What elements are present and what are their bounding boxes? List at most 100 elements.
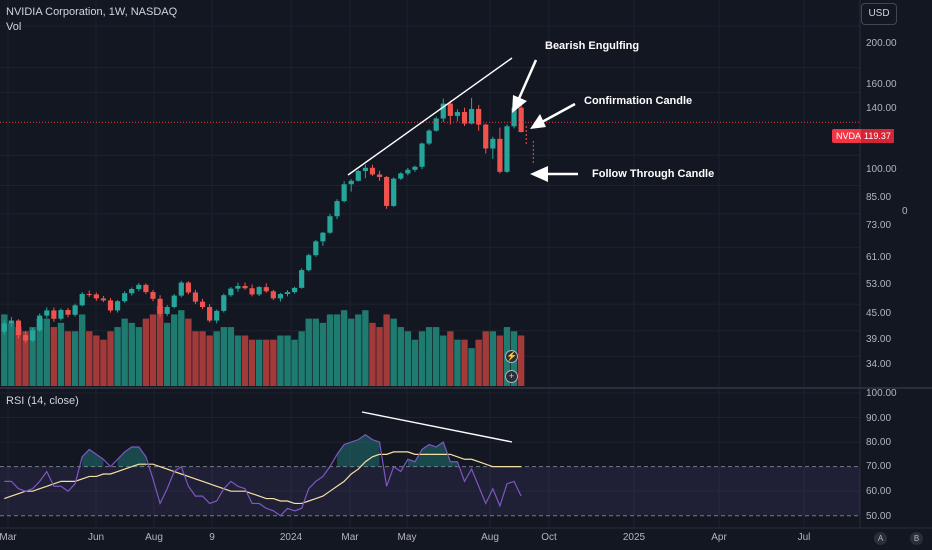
volume-bar [121,318,128,386]
time-axis-tick: 2024 [279,532,303,543]
annotation-bearish-engulfing[interactable]: Bearish Engulfing [545,40,640,52]
log-scale-button[interactable]: B [910,532,923,545]
candle-body [199,301,206,308]
volume-legend[interactable]: Vol [6,21,22,33]
volume-bar [8,322,15,386]
volume-bar [128,322,135,386]
candle [405,167,411,176]
candle [376,170,383,181]
candle [497,127,503,174]
candle-body [320,232,326,242]
candle-body [256,287,262,295]
candle-body [398,173,404,179]
candle [214,309,220,324]
candle-body [447,103,453,116]
volume-bar [284,335,291,386]
volume-bar [22,331,29,386]
rsi-legend[interactable]: RSI (14, close) [6,395,79,407]
annotation-confirmation-candle[interactable]: Confirmation Candle [584,95,693,107]
candle [44,307,50,319]
candle-body [284,292,291,295]
volume-bar [517,335,525,386]
arrow-confirmation-candle[interactable] [530,102,576,129]
currency-button[interactable]: USD [861,3,897,25]
volume-bar [135,327,143,386]
rsi-line [4,433,522,517]
candle [22,331,29,344]
volume-bar [107,331,114,386]
rsi-axis-tick: 60.00 [866,486,892,497]
candle-body [369,167,376,175]
candle [284,290,291,297]
drawings[interactable] [347,57,578,443]
rsi-axis-tick: 50.00 [866,511,892,522]
candle [270,289,276,301]
rsi-overbought-fill [82,449,104,467]
plus-icon[interactable]: + [505,370,518,383]
candle-body [419,143,425,167]
annotation-follow-through-candle[interactable]: Follow Through Candle [592,168,715,180]
candle-body [235,285,241,289]
trendline-rsi[interactable] [361,411,513,443]
candle-body [164,307,170,314]
volume-bar [185,318,192,386]
candle-body [405,169,411,174]
time-axis-tick: Aug [145,532,163,543]
arrow-follow-through-candle[interactable] [530,166,578,182]
price-axis-tick: 45.00 [866,308,892,319]
candle-body [143,284,149,293]
candle-body [58,309,64,319]
price-axis-tick: 39.00 [866,334,892,345]
candle [398,172,404,180]
volume-bar [15,327,22,386]
candle-body [221,295,227,311]
candle [65,307,71,318]
candle-body [504,126,510,172]
pane-divider[interactable] [0,0,932,529]
volume-bar [270,339,277,386]
lightning-icon[interactable]: ⚡ [505,350,518,363]
candle-body [391,178,397,206]
candle-body [44,310,50,316]
candle-body [334,201,340,217]
candle-body [299,270,305,288]
candle-body [497,138,503,172]
volume-bar [100,339,107,386]
candle [327,213,333,234]
candle-body [461,112,468,124]
candle-body [362,167,368,172]
candle-body [341,184,347,202]
volume-bar [57,322,65,386]
candle [454,109,461,122]
price-axis-tick: 73.00 [866,220,892,231]
time-axis-tick: May [397,532,417,543]
rsi-axis-tick: 90.00 [866,413,892,424]
arrow-bearish-engulfing[interactable] [512,59,538,113]
volume-bar [411,339,419,386]
candle-body [433,118,439,131]
volume-axis-zero: 0 [902,206,908,217]
candle [263,283,269,293]
volume-bar [1,314,8,386]
candle-body [454,112,461,116]
volume-bar [475,339,482,386]
volume-bar [36,318,43,386]
symbol-title[interactable]: NVIDIA Corporation, 1W, NASDAQ [6,6,178,18]
volume-bar [319,322,327,386]
candle [171,294,177,309]
candle [391,177,397,207]
candle [320,231,326,246]
trendline-price[interactable] [347,57,513,176]
volume-bars [1,306,525,386]
candle [334,199,340,220]
volume-bar [199,331,206,386]
candle [313,239,319,257]
auto-scale-button[interactable]: A [874,532,887,545]
candle-body [8,320,14,324]
volume-bar [114,327,121,386]
volume-bar [369,322,376,386]
candle [192,289,199,305]
volume-bar [432,327,440,386]
volume-bar [178,310,185,386]
